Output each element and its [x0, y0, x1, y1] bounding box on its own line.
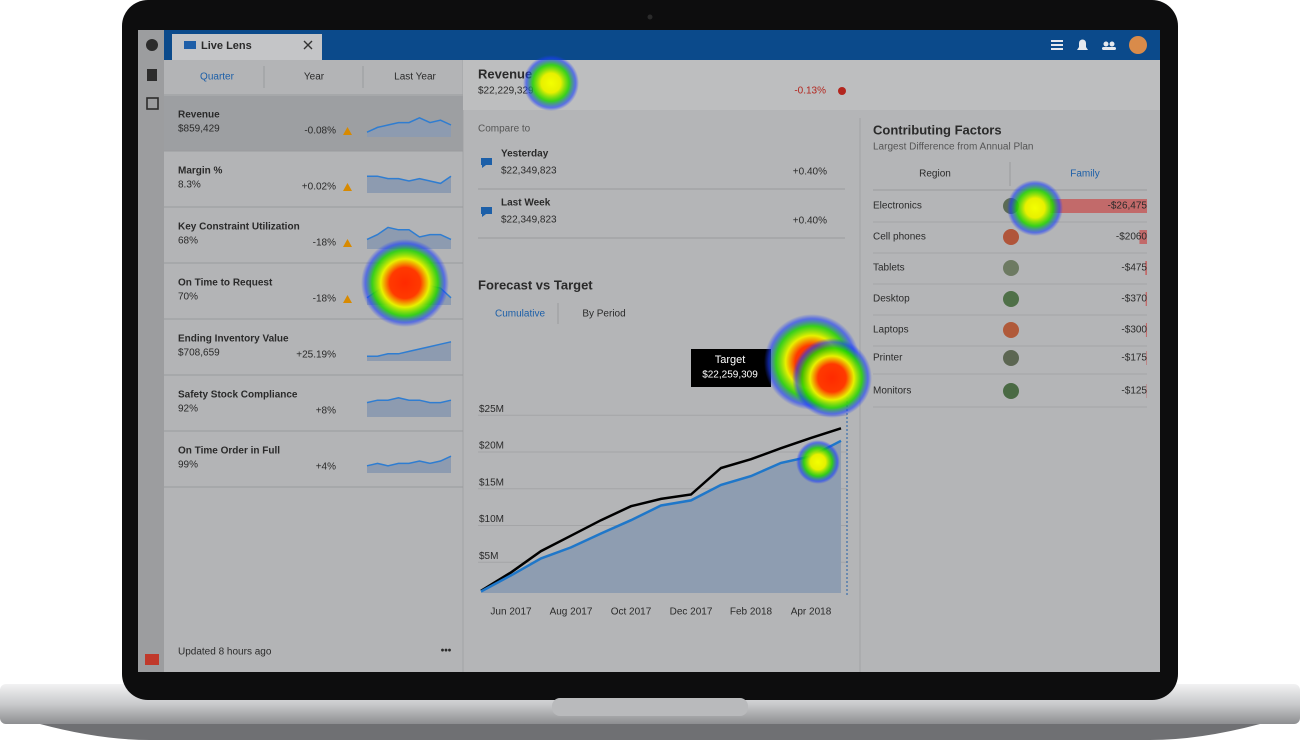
- kpi-change: +25.19%: [296, 350, 336, 361]
- avatar: [1003, 322, 1019, 338]
- factor-value: -$475: [1121, 263, 1147, 274]
- user-avatar[interactable]: [1129, 36, 1147, 54]
- factor-value: -$125: [1121, 386, 1147, 397]
- tooltip-value: $22,259,309: [702, 370, 758, 381]
- kpi-value: 68%: [178, 236, 198, 247]
- chart-title: Forecast vs Target: [478, 277, 593, 292]
- kpi-change: -0.08%: [304, 126, 336, 137]
- y-tick-label: $15M: [479, 477, 504, 488]
- list-icon[interactable]: [1051, 48, 1063, 50]
- list-icon[interactable]: [1051, 44, 1063, 46]
- compare-value: $22,349,823: [501, 215, 557, 226]
- detail-change: -0.13%: [794, 86, 826, 97]
- camera: [648, 15, 653, 20]
- factor-name[interactable]: Desktop: [873, 294, 910, 305]
- y-tick-label: $25M: [479, 404, 504, 415]
- document-icon[interactable]: [147, 69, 157, 81]
- factor-tab[interactable]: Region: [919, 169, 951, 180]
- compare-value: $22,349,823: [501, 166, 557, 177]
- tooltip-label: Target: [715, 354, 746, 366]
- avatar: [1003, 383, 1019, 399]
- kpi-change: -18%: [313, 238, 336, 249]
- avatar: [1003, 260, 1019, 276]
- kpi-value: $859,429: [178, 124, 220, 135]
- factor-name[interactable]: Electronics: [873, 201, 922, 212]
- heatmap-spot: [1007, 180, 1063, 236]
- compare-name: Yesterday: [501, 149, 549, 160]
- x-tick-label: Feb 2018: [730, 607, 773, 618]
- factor-value: -$2060: [1116, 232, 1148, 243]
- factor-name[interactable]: Cell phones: [873, 232, 926, 243]
- kpi-value: 99%: [178, 460, 198, 471]
- factor-name[interactable]: Tablets: [873, 263, 905, 274]
- kpi-name[interactable]: Key Constraint Utilization: [178, 222, 300, 233]
- laptop-base-edge: [40, 724, 1260, 740]
- heatmap-spot: [792, 338, 872, 418]
- more-button[interactable]: •••: [441, 646, 452, 657]
- x-tick-label: Aug 2017: [550, 607, 593, 618]
- history-icon[interactable]: [146, 39, 158, 51]
- factor-value: -$300: [1121, 325, 1147, 336]
- avatar: [1003, 350, 1019, 366]
- factor-name[interactable]: Laptops: [873, 325, 909, 336]
- avatar: [1003, 229, 1019, 245]
- y-tick-label: $5M: [479, 551, 498, 562]
- status-dot: [838, 87, 846, 95]
- kpi-value: 70%: [178, 292, 198, 303]
- kpi-name[interactable]: Ending Inventory Value: [178, 334, 289, 345]
- avatar: [1003, 291, 1019, 307]
- heatmap-spot: [796, 440, 840, 484]
- factors-title: Contributing Factors: [873, 122, 1002, 137]
- x-tick-label: Dec 2017: [670, 607, 713, 618]
- kpi-name[interactable]: Safety Stock Compliance: [178, 390, 298, 401]
- logo: [145, 654, 159, 665]
- list-icon[interactable]: [1051, 40, 1063, 42]
- people-icon[interactable]: [1104, 42, 1109, 47]
- period-tab[interactable]: Last Year: [394, 72, 436, 83]
- heatmap-spot: [523, 55, 579, 111]
- laptop-notch: [552, 698, 748, 716]
- kpi-panel: [164, 60, 463, 672]
- factors-subtitle: Largest Difference from Annual Plan: [873, 142, 1033, 153]
- kpi-name[interactable]: Margin %: [178, 166, 223, 177]
- icon-rail: [138, 30, 164, 672]
- kpi-name[interactable]: On Time to Request: [178, 278, 273, 289]
- chart-tab[interactable]: By Period: [582, 309, 625, 320]
- compare-change: +0.40%: [793, 167, 827, 178]
- kpi-change: +4%: [316, 462, 336, 473]
- factor-name[interactable]: Monitors: [873, 386, 911, 397]
- updated-text: Updated 8 hours ago: [178, 647, 272, 658]
- period-tab[interactable]: Year: [304, 72, 325, 83]
- kpi-name[interactable]: Revenue: [178, 110, 220, 121]
- period-tab[interactable]: Quarter: [200, 72, 235, 83]
- factor-tab[interactable]: Family: [1070, 169, 1099, 180]
- factor-value: -$26,475: [1108, 201, 1148, 212]
- tab-title: Live Lens: [201, 40, 252, 52]
- chart-tab[interactable]: Cumulative: [495, 309, 545, 320]
- kpi-change: +8%: [316, 406, 336, 417]
- y-tick-label: $10M: [479, 514, 504, 525]
- kpi-change: +0.02%: [302, 182, 336, 193]
- compare-label: Compare to: [478, 124, 531, 135]
- x-tick-label: Jun 2017: [490, 607, 532, 618]
- compare-change: +0.40%: [793, 216, 827, 227]
- x-tick-label: Apr 2018: [791, 607, 832, 618]
- compare-name: Last Week: [501, 198, 551, 209]
- kpi-value: 8.3%: [178, 180, 201, 191]
- x-tick-label: Oct 2017: [611, 607, 652, 618]
- kpi-value: $708,659: [178, 348, 220, 359]
- tab-icon: [184, 41, 196, 49]
- factor-name[interactable]: Printer: [873, 353, 903, 364]
- y-tick-label: $20M: [479, 441, 504, 452]
- kpi-change: -18%: [313, 294, 336, 305]
- factor-value: -$370: [1121, 294, 1147, 305]
- factor-value: -$175: [1121, 353, 1147, 364]
- heatmap-spot: [361, 239, 449, 327]
- kpi-value: 92%: [178, 404, 198, 415]
- kpi-name[interactable]: On Time Order in Full: [178, 446, 280, 457]
